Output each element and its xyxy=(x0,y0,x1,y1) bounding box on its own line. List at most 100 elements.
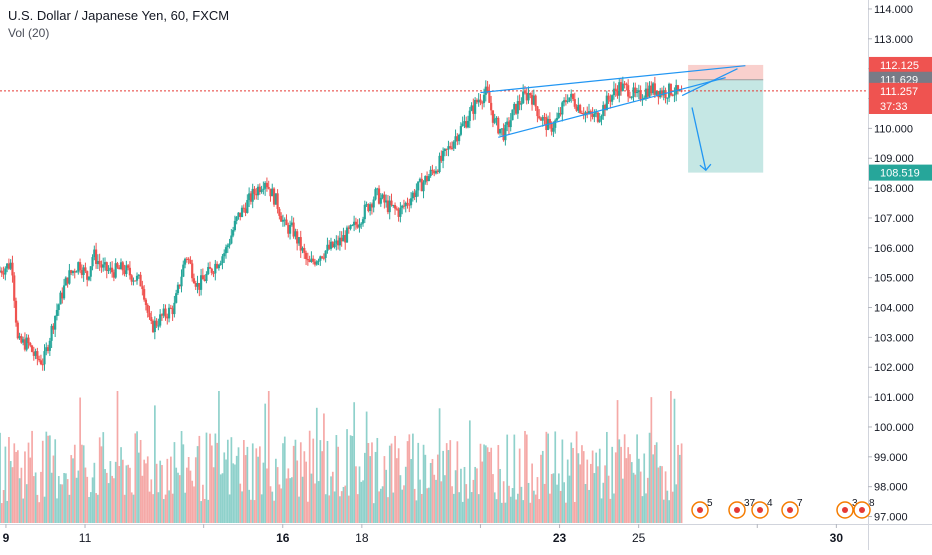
volume-bar xyxy=(497,445,500,523)
candle-body xyxy=(75,271,78,273)
volume-bar xyxy=(296,460,299,523)
candle-body xyxy=(240,207,244,218)
volume-bar xyxy=(63,472,65,523)
down-arrow-shaft xyxy=(691,107,707,171)
candle-body xyxy=(251,188,254,202)
candle-body xyxy=(344,235,347,243)
candle-body xyxy=(417,181,420,191)
volume-bar xyxy=(27,442,30,523)
event-flag-dot xyxy=(757,507,763,513)
volume-bar xyxy=(645,493,647,523)
volume-bar xyxy=(396,458,398,523)
candle-body xyxy=(587,111,591,113)
volume-indicator-label[interactable]: Vol (20) xyxy=(8,26,50,40)
event-count: 7 xyxy=(797,498,803,509)
volume-bar xyxy=(627,447,630,523)
volume-bar xyxy=(105,472,108,523)
candle-body xyxy=(573,99,576,107)
candle-body xyxy=(609,99,612,102)
candle-body xyxy=(55,309,59,316)
candles xyxy=(0,76,683,371)
volume-bar xyxy=(248,489,251,523)
event-flag-dot xyxy=(842,507,848,513)
candle-body xyxy=(575,106,578,111)
volume-bar xyxy=(216,442,218,523)
volume-bar xyxy=(527,482,530,523)
volume-bar xyxy=(40,471,42,523)
volume-bar xyxy=(164,494,167,523)
volume-bar xyxy=(504,502,507,523)
candle-body xyxy=(479,99,482,103)
volume-bar xyxy=(77,470,80,523)
volume-bar xyxy=(159,460,162,523)
volume-bar xyxy=(212,467,215,523)
candle-body xyxy=(310,258,313,262)
volume-bar xyxy=(520,486,523,523)
candle-body xyxy=(331,241,334,248)
volume-bar xyxy=(36,494,39,523)
candle-body xyxy=(498,128,502,134)
candle-body xyxy=(370,204,374,208)
volume-bar xyxy=(331,471,334,523)
volume-bar xyxy=(376,437,379,523)
volume-bar xyxy=(132,494,135,523)
volume-bar xyxy=(611,446,614,523)
candle-body xyxy=(205,273,208,282)
volume-bar xyxy=(401,489,404,523)
volume-bar xyxy=(680,443,683,523)
candle-body xyxy=(326,244,329,251)
volume-bar xyxy=(328,495,331,523)
candle-body xyxy=(379,197,382,204)
volume-bar xyxy=(593,473,596,523)
candle-body xyxy=(466,120,470,128)
volume-bar xyxy=(568,475,571,523)
volume-bar xyxy=(244,455,247,523)
volume-bar xyxy=(552,473,555,523)
volume-bar xyxy=(0,432,1,523)
volume-bar xyxy=(403,485,405,523)
volume-bar xyxy=(75,477,78,523)
volume-bar xyxy=(540,454,542,523)
volume-bar xyxy=(648,432,651,523)
volume-bar xyxy=(315,407,318,523)
candle-body xyxy=(132,280,135,282)
candle-body xyxy=(427,176,430,182)
volume-bar xyxy=(561,439,564,523)
candle-body xyxy=(9,262,12,269)
volume-bar xyxy=(333,491,336,523)
candle-body xyxy=(34,351,37,356)
candle-body xyxy=(408,204,411,206)
candle-body xyxy=(481,102,484,104)
candle-body xyxy=(422,182,425,192)
candle-body xyxy=(393,205,397,209)
volume-bar xyxy=(582,451,585,523)
volume-bar xyxy=(198,435,201,523)
candle-body xyxy=(228,243,231,246)
volume-bar xyxy=(362,480,364,523)
candle-body xyxy=(148,312,151,318)
candle-body xyxy=(518,101,521,105)
volume-bar xyxy=(388,445,391,523)
candle-body xyxy=(563,100,566,103)
candle-body xyxy=(516,101,519,114)
volume-bar xyxy=(203,498,206,523)
volume-bar xyxy=(283,436,286,523)
volume-bar xyxy=(125,465,128,523)
candle-body xyxy=(635,91,639,94)
candle-body xyxy=(18,336,21,339)
volume-bar xyxy=(146,456,149,523)
volume-bar xyxy=(506,434,509,523)
volume-bars xyxy=(0,391,683,523)
volume-bar xyxy=(98,437,101,523)
volume-bar xyxy=(205,432,208,523)
candle-body xyxy=(182,264,185,277)
candle-body xyxy=(237,212,240,217)
event-flag-dot xyxy=(859,507,865,513)
volume-bar xyxy=(209,433,211,523)
volume-bar xyxy=(347,495,350,523)
volume-bar xyxy=(468,420,471,523)
volume-bar xyxy=(18,478,21,523)
candle-body xyxy=(255,193,258,196)
